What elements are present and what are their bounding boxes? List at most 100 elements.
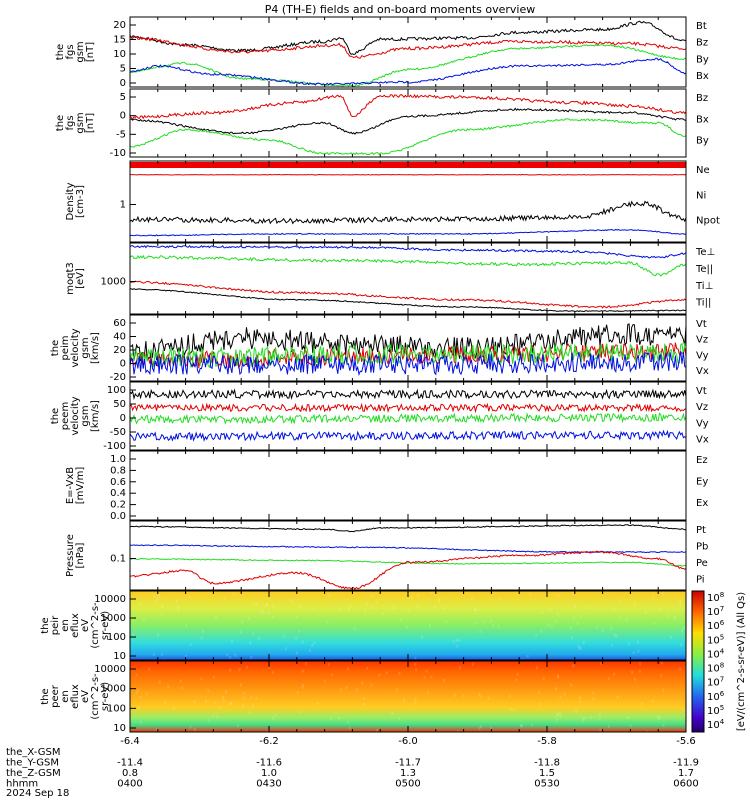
y-axis-label: [km/s]	[90, 400, 101, 432]
spectrogram-peir-texture	[177, 608, 180, 612]
spectrogram-peer-texture	[555, 718, 558, 722]
trace-vx-e	[129, 429, 687, 442]
spectrogram-peir-texture	[184, 654, 187, 658]
legend-te: Te⊥	[695, 247, 715, 258]
spectrogram-peer-texture	[509, 707, 512, 711]
legend-vt: Vt	[696, 319, 707, 330]
colorbar-tick-exponent: 5	[720, 704, 724, 712]
spectrogram-peer-texture	[395, 688, 398, 692]
y-axis-label: gsm	[80, 337, 91, 358]
legend-vt: Vt	[696, 386, 707, 397]
spectrogram-peer-texture	[135, 673, 138, 677]
spectrogram-peer-texture	[363, 697, 366, 701]
spectrogram-peer-texture	[271, 670, 274, 674]
spectrogram-peer-texture	[683, 708, 686, 712]
panel-frame	[129, 520, 687, 591]
y-axis-label: the	[40, 617, 51, 633]
y-tick-label: 20	[113, 20, 126, 31]
spectrogram-peir-texture	[158, 595, 161, 599]
spectrogram-peer-texture	[275, 714, 278, 718]
spectrogram-peir-texture	[161, 604, 164, 608]
spectrogram-peer-texture	[578, 696, 581, 700]
spectrogram-peir-texture	[498, 597, 501, 601]
spectrogram-peer-texture	[658, 716, 661, 720]
x-row-label: the_Z-GSM	[6, 768, 61, 779]
spectrogram-peer-texture	[250, 695, 253, 699]
spectrogram-peir-texture	[627, 642, 630, 646]
spectrogram-peir-texture	[251, 631, 254, 635]
trace-vy-e	[129, 412, 687, 425]
y-tick-label: 15	[113, 35, 126, 46]
y-tick-label: 10000	[94, 664, 126, 675]
spectrogram-peer-texture	[205, 699, 208, 703]
spectrogram-peir-texture	[434, 592, 437, 596]
spectrogram-peer-texture	[563, 692, 566, 696]
spectrogram-peer-texture	[570, 683, 573, 687]
spectrogram-peir-texture	[474, 608, 477, 612]
spectrogram-peir-texture	[632, 651, 635, 655]
y-axis-label: [km/s]	[90, 332, 101, 364]
spectrogram-peir-texture	[492, 624, 495, 628]
spectrogram-peer-texture	[242, 691, 245, 695]
legend-vy: Vy	[696, 350, 709, 361]
colorbar-tick-label: 104	[707, 647, 725, 660]
spectrogram-peir-texture	[189, 643, 192, 647]
y-axis-label: the	[40, 688, 51, 704]
spectrogram-peer-texture	[252, 704, 255, 708]
spectrogram-peer-texture	[600, 662, 603, 666]
spectrogram-peir-texture	[365, 602, 368, 606]
spectrogram-peer-texture	[375, 728, 378, 732]
trace-pi	[129, 544, 687, 554]
plot-title: P4 (TH-E) fields and on-board moments ov…	[265, 3, 536, 16]
colorbar-label: [eV/(cm^2-s-sr-eV)] (All Qs)	[736, 592, 747, 731]
legend-by: By	[696, 136, 709, 147]
spectrogram-peir-texture	[375, 601, 378, 605]
spectrogram-peer-texture	[172, 706, 175, 710]
spectrogram-peer-texture	[679, 667, 682, 671]
trace-ni	[129, 200, 687, 225]
y-tick-label: -100	[103, 441, 126, 452]
legend-pt: Pt	[696, 525, 706, 536]
spectrogram-peir-texture	[391, 606, 394, 610]
spectrogram-peer-texture	[329, 718, 332, 722]
spectrogram-peir-texture	[601, 629, 604, 633]
spectrogram-peir-texture	[353, 627, 356, 631]
spectrogram-peir-texture	[421, 635, 424, 639]
spectrogram-peir-texture	[540, 629, 543, 633]
spectrogram-peir-texture	[637, 649, 640, 653]
spectrogram-peer-texture	[366, 666, 369, 670]
x-row-value: 0530	[534, 779, 559, 790]
legend-bz: Bz	[696, 93, 708, 104]
spectrogram-peer-texture	[599, 729, 602, 733]
spectrogram-peir-texture	[153, 594, 156, 598]
legend-pi: Pi	[696, 574, 705, 585]
spectrogram-peer-texture	[229, 701, 232, 705]
trace-vt-e	[129, 388, 687, 401]
legend-ni: Ni	[696, 190, 706, 201]
y-axis-label: peir	[50, 615, 61, 635]
spectrogram-peer-texture	[613, 672, 616, 676]
spectrogram-peir-texture	[295, 651, 298, 655]
legend-ez: Ez	[696, 455, 708, 466]
legend-bt: Bt	[696, 21, 707, 32]
legend-npot: Npot	[696, 216, 720, 227]
spectrogram-peer-texture	[639, 669, 642, 673]
spectrogram-peir-texture	[456, 644, 459, 648]
spectrogram-peir-texture	[349, 604, 352, 608]
x-row-value: 1.5	[539, 768, 555, 779]
spectrogram-peir-texture	[572, 591, 575, 595]
x-row-label: the_X-GSM	[6, 747, 60, 758]
spectrogram-peir-texture	[313, 641, 316, 645]
y-axis-label: moqt3	[65, 262, 76, 295]
spectrogram-peer-texture	[598, 718, 601, 722]
spectrogram-peir-texture	[161, 652, 164, 656]
x-tick-label: -6.2	[259, 736, 279, 747]
spectrogram-peer-texture	[478, 726, 481, 730]
panel-frame	[129, 450, 687, 521]
spectrogram-peir-texture	[433, 605, 436, 609]
spectrogram-peer-texture	[662, 688, 665, 692]
colorbar-tick-label: 107	[707, 676, 724, 689]
spectrogram-peer-texture	[479, 724, 482, 728]
spectrogram-peer-texture	[478, 692, 481, 696]
